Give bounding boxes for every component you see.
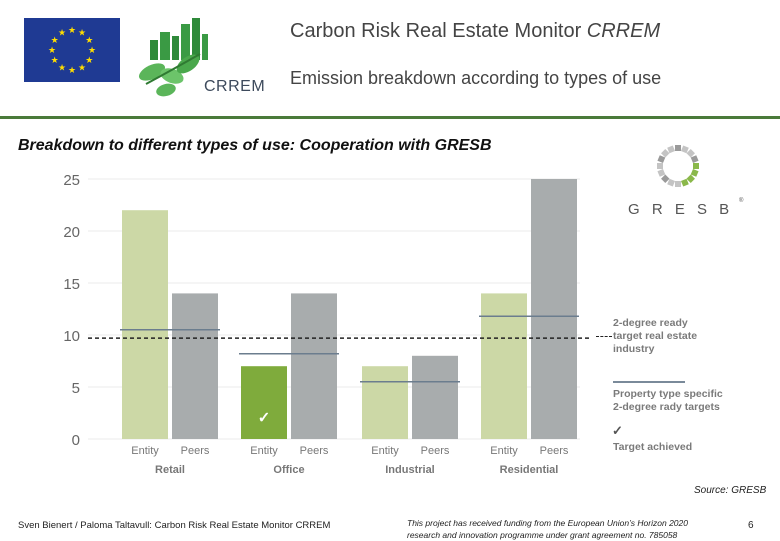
eu-star-icon: ★ — [78, 28, 86, 38]
legend-check-icon: ✓ — [612, 423, 623, 438]
gresb-mark-segment — [693, 163, 699, 169]
gresb-mark-segment — [690, 168, 699, 177]
bar-retail-peers — [172, 293, 218, 439]
y-tick-label: 0 — [72, 432, 80, 449]
bar-retail-entity — [122, 210, 168, 439]
crrem-logo — [132, 14, 262, 100]
eu-star-icon: ★ — [88, 45, 96, 55]
gresb-mark-segment — [690, 155, 699, 164]
legend-solid-line — [613, 381, 685, 383]
gresb-mark-segment — [675, 145, 681, 151]
x-tick-label: Peers — [181, 445, 210, 457]
eu-star-icon: ★ — [58, 62, 66, 72]
eu-star-icon: ★ — [68, 65, 76, 75]
category-label: Residential — [500, 464, 559, 476]
gresb-logo-text: G R E S B — [628, 201, 733, 218]
footer-authors: Sven Bienert / Paloma Taltavull: Carbon … — [18, 520, 331, 531]
eu-star-icon: ★ — [85, 55, 93, 65]
eu-star-icon: ★ — [68, 25, 76, 35]
gresb-mark-segment — [680, 178, 689, 187]
gresb-logo: G R E S B ® — [620, 140, 760, 230]
x-tick-label: Peers — [421, 445, 450, 457]
category-label: Industrial — [385, 464, 435, 476]
eu-star-icon: ★ — [51, 35, 59, 45]
y-tick-label: 25 — [63, 172, 80, 189]
x-tick-label: Peers — [540, 445, 569, 457]
gresb-mark-segment — [661, 174, 670, 183]
eu-star-icon: ★ — [51, 55, 59, 65]
gresb-mark-segment — [680, 145, 689, 154]
gresb-mark-segment — [686, 174, 695, 183]
legend-target-achieved: Target achieved — [613, 441, 693, 453]
slide-title: Breakdown to different types of use: Coo… — [18, 137, 492, 154]
bar-residential-entity — [481, 293, 527, 439]
legend-industry-target: 2-degree ready target real estate indust… — [613, 317, 698, 355]
gresb-registered-mark: ® — [739, 197, 744, 204]
gresb-mark-segment — [667, 145, 676, 154]
eu-star-icon: ★ — [48, 45, 56, 55]
x-tick-label: Entity — [371, 445, 399, 457]
bar-office-entity — [241, 366, 287, 439]
gresb-mark-segment — [675, 181, 681, 187]
gresb-mark-segment — [657, 168, 666, 177]
y-tick-label: 15 — [63, 276, 80, 293]
bar-residential-peers — [531, 179, 577, 439]
header-divider — [0, 116, 780, 119]
eu-star-icon: ★ — [85, 35, 93, 45]
gresb-mark-segment — [667, 178, 676, 187]
category-label: Retail — [155, 464, 185, 476]
bar-industrial-peers — [412, 355, 458, 439]
target-achieved-check-icon: ✓ — [258, 409, 271, 426]
gresb-mark-segment — [661, 149, 670, 158]
x-tick-label: Entity — [250, 445, 278, 457]
page-number: 6 — [748, 520, 754, 531]
emission-bar-chart: 0 5 10 15 20 25 Entity Peers Retail Entity ✓ Peers O… — [63, 172, 590, 476]
gresb-mark-segment — [686, 149, 695, 158]
eu-star-icon: ★ — [78, 62, 86, 72]
legend-dashed-line — [596, 336, 612, 337]
x-tick-label: Entity — [490, 445, 518, 457]
x-tick-label: Peers — [300, 445, 329, 457]
bar-industrial-entity — [362, 366, 408, 439]
category-label: Office — [273, 464, 304, 476]
eu-star-icon: ★ — [58, 28, 66, 38]
header-title: Carbon Risk Real Estate Monitor CRREM — [290, 20, 661, 42]
footer-funding-note: This project has received funding from t… — [407, 518, 688, 540]
y-tick-label: 5 — [72, 380, 80, 397]
source-note: Source: GRESB — [694, 485, 767, 496]
y-tick-label: 20 — [63, 224, 80, 241]
legend-property-target: Property type specific 2-degree rady tar… — [613, 388, 723, 413]
eu-flag-logo: ★ ★ ★ ★ ★ ★ ★ ★ ★ ★ ★ ★ — [24, 18, 120, 82]
gresb-mark-segment — [657, 163, 663, 169]
crrem-logo-text: CRREM — [204, 78, 266, 95]
x-tick-label: Entity — [131, 445, 159, 457]
gresb-mark-segment — [657, 155, 666, 164]
bar-office-peers — [291, 293, 337, 439]
y-tick-label: 10 — [63, 328, 80, 345]
header-subtitle: Emission breakdown according to types of… — [290, 68, 662, 88]
